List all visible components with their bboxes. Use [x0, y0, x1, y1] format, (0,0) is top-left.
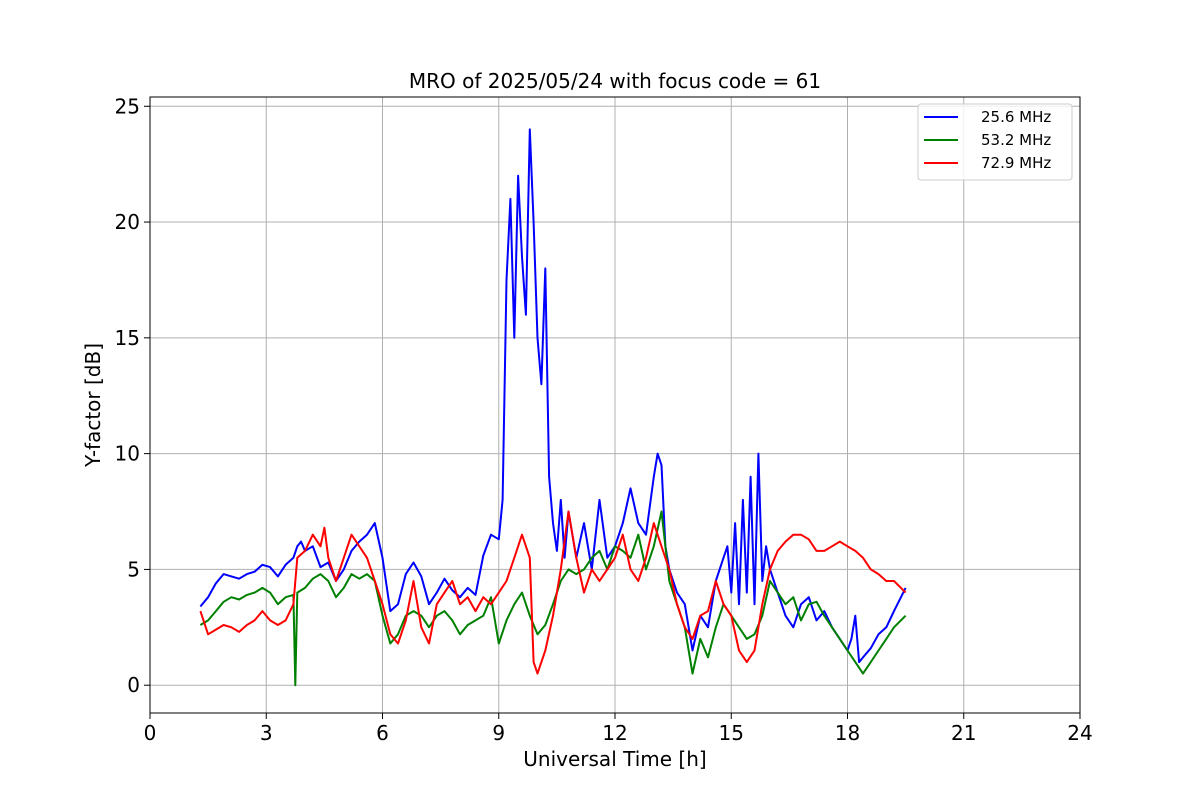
- chart-title: MRO of 2025/05/24 with focus code = 61: [409, 69, 821, 93]
- x-tick-label: 6: [376, 721, 389, 745]
- series-layer: [199, 128, 907, 687]
- y-tick-label: 0: [127, 673, 140, 697]
- x-tick-label: 9: [492, 721, 505, 745]
- y-tick-label: 15: [115, 326, 140, 350]
- y-tick-label: 10: [115, 442, 140, 466]
- y-tick-label: 20: [115, 210, 140, 234]
- series-line-72-9-mhz: [199, 510, 907, 675]
- x-tick-label: 12: [602, 721, 627, 745]
- x-tick-label: 0: [144, 721, 157, 745]
- y-tick-label: 5: [127, 557, 140, 581]
- x-tick-label: 24: [1067, 721, 1092, 745]
- x-tick-label: 15: [719, 721, 744, 745]
- ticks: 0 3 6 9 12 15 18 21 24 0 5 10 15 20 25: [115, 94, 1093, 745]
- legend-label: 25.6 MHz: [981, 108, 1051, 126]
- y-tick-label: 25: [115, 94, 140, 118]
- x-tick-label: 18: [835, 721, 860, 745]
- legend: 25.6 MHz 53.2 MHz 72.9 MHz: [917, 103, 1073, 181]
- series-line-53-2-mhz: [199, 510, 907, 687]
- legend-box: [917, 103, 1073, 181]
- legend-label: 72.9 MHz: [981, 154, 1051, 172]
- y-axis-label: Y-factor [dB]: [81, 343, 105, 468]
- x-tick-label: 21: [951, 721, 976, 745]
- x-tick-label: 3: [260, 721, 273, 745]
- x-axis-label: Universal Time [h]: [523, 747, 706, 771]
- legend-label: 53.2 MHz: [981, 131, 1051, 149]
